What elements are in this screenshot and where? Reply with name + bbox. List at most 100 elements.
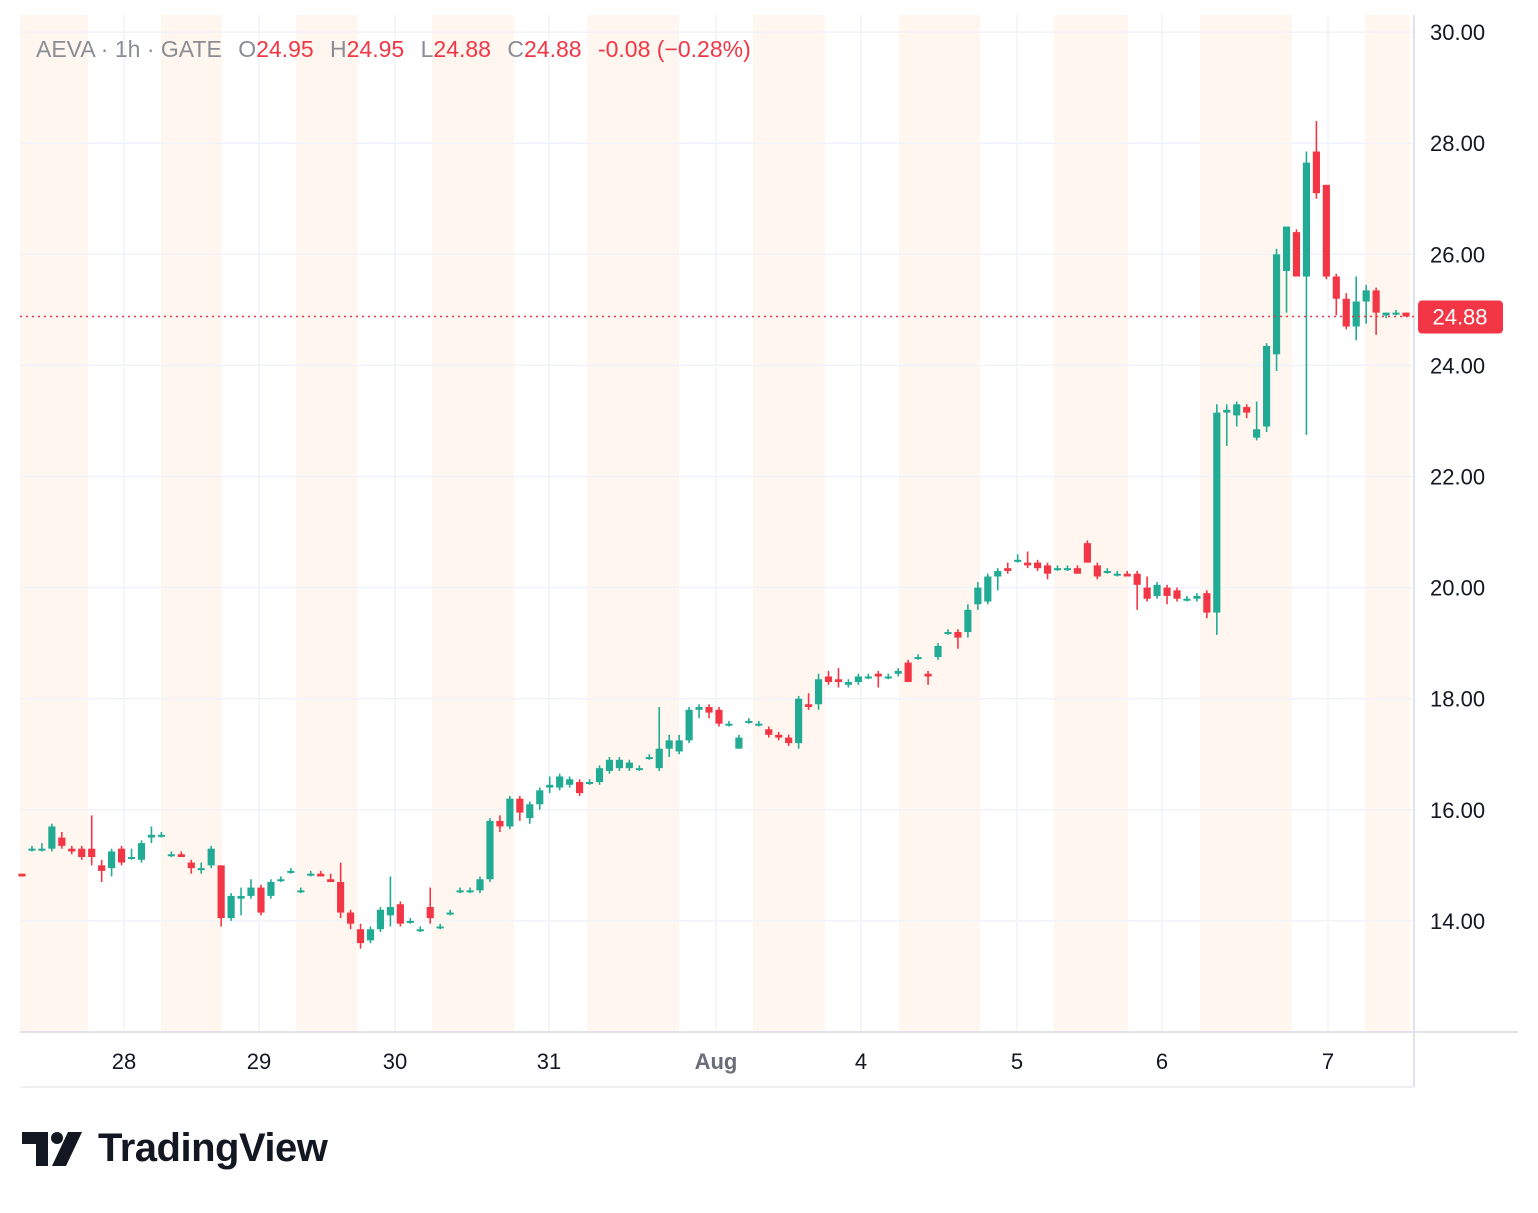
candle-body	[1332, 276, 1340, 299]
candle-body	[1163, 587, 1171, 596]
candle-body	[1133, 573, 1141, 585]
candle-body	[406, 920, 414, 923]
time-tick-label: 29	[247, 1049, 271, 1074]
candle-body	[317, 873, 325, 877]
candle-body	[675, 740, 683, 752]
candle-body	[1053, 568, 1062, 571]
candle-body	[386, 907, 394, 916]
extended-hours-band	[161, 15, 222, 1032]
candle-body	[1382, 312, 1390, 316]
candle-body	[854, 676, 862, 683]
candle-body	[486, 820, 494, 880]
candle-body	[456, 890, 464, 893]
candles-layer	[18, 120, 1410, 949]
candle-body	[1402, 312, 1410, 317]
candle-body	[117, 848, 126, 863]
candle-body	[18, 873, 26, 877]
candle-body	[1253, 429, 1261, 438]
candle-body	[715, 709, 723, 724]
candle-body	[566, 779, 574, 785]
candle-body	[1342, 298, 1350, 327]
candle-body	[1263, 345, 1271, 427]
candle-body	[237, 895, 245, 899]
candle-body	[834, 679, 843, 683]
candle-body	[884, 676, 892, 679]
candle-body	[177, 854, 185, 858]
candle-body	[167, 854, 175, 857]
time-tick-label: 28	[112, 1049, 136, 1074]
candle-body	[48, 826, 56, 849]
candle-body	[814, 679, 823, 705]
candle-body	[1392, 312, 1400, 315]
candle-body	[147, 834, 156, 838]
candle-body	[1043, 565, 1052, 574]
candle-body	[1153, 584, 1161, 596]
candle-body	[466, 890, 474, 893]
candle-body	[1223, 409, 1231, 413]
extended-hours-band	[899, 15, 980, 1032]
candle-body	[705, 707, 713, 713]
candle-body	[307, 873, 315, 876]
candle-body	[1014, 559, 1022, 562]
candle-body	[257, 887, 265, 913]
legend-high-value: 24.95	[346, 36, 405, 62]
candle-body	[1213, 412, 1221, 613]
candle-body	[655, 748, 663, 769]
candle-body	[376, 909, 385, 930]
extended-hours-band	[1054, 15, 1128, 1032]
legend-interval[interactable]: 1h	[114, 36, 141, 62]
candle-body	[1083, 543, 1091, 563]
candle-body	[874, 673, 882, 677]
candle-body	[446, 912, 454, 915]
candle-body	[476, 879, 484, 891]
candle-body	[207, 848, 215, 866]
price-tick-label: 30.00	[1430, 20, 1485, 45]
candle-body	[98, 865, 106, 871]
candle-body	[575, 782, 584, 794]
extended-hours-band	[432, 15, 514, 1032]
extended-hours-bands	[20, 15, 1410, 1032]
legend-separator: ·	[100, 36, 109, 62]
time-tick-label: 4	[855, 1049, 867, 1074]
candle-body	[785, 737, 793, 744]
extended-hours-band	[20, 15, 88, 1032]
candle-body	[1063, 568, 1072, 571]
candle-body	[745, 720, 753, 723]
candle-body	[1302, 162, 1311, 277]
candle-body	[1362, 290, 1370, 302]
last-price-label: 24.88	[1432, 305, 1487, 330]
candle-body	[934, 645, 942, 658]
candle-body	[436, 926, 444, 929]
time-tick-label: 6	[1156, 1049, 1168, 1074]
candle-body	[337, 882, 345, 913]
candle-body	[297, 890, 305, 893]
candle-body	[68, 848, 76, 852]
candle-body	[1292, 232, 1301, 277]
candle-body	[645, 757, 653, 760]
candle-body	[416, 929, 424, 932]
candle-body	[605, 759, 614, 771]
candle-body	[755, 723, 763, 726]
candle-body	[496, 820, 504, 827]
tradingview-brand[interactable]: TradingView	[22, 1126, 328, 1171]
candle-body	[78, 848, 86, 858]
candle-body	[1372, 290, 1380, 313]
candle-body	[1272, 254, 1281, 355]
candle-body	[426, 907, 434, 919]
candle-body	[1024, 562, 1032, 566]
candle-body	[346, 912, 355, 924]
candle-body	[38, 848, 46, 851]
candle-body	[954, 632, 962, 638]
candle-body	[287, 870, 295, 873]
candle-body	[974, 587, 982, 605]
candle-body	[556, 776, 564, 788]
legend-symbol[interactable]: AEVA	[36, 36, 95, 62]
candle-body	[1203, 593, 1211, 613]
candle-body	[924, 673, 932, 677]
legend-change-value: -0.08	[597, 36, 651, 62]
candle-body	[1073, 568, 1082, 574]
candle-body	[665, 740, 673, 749]
candle-body	[58, 837, 66, 846]
